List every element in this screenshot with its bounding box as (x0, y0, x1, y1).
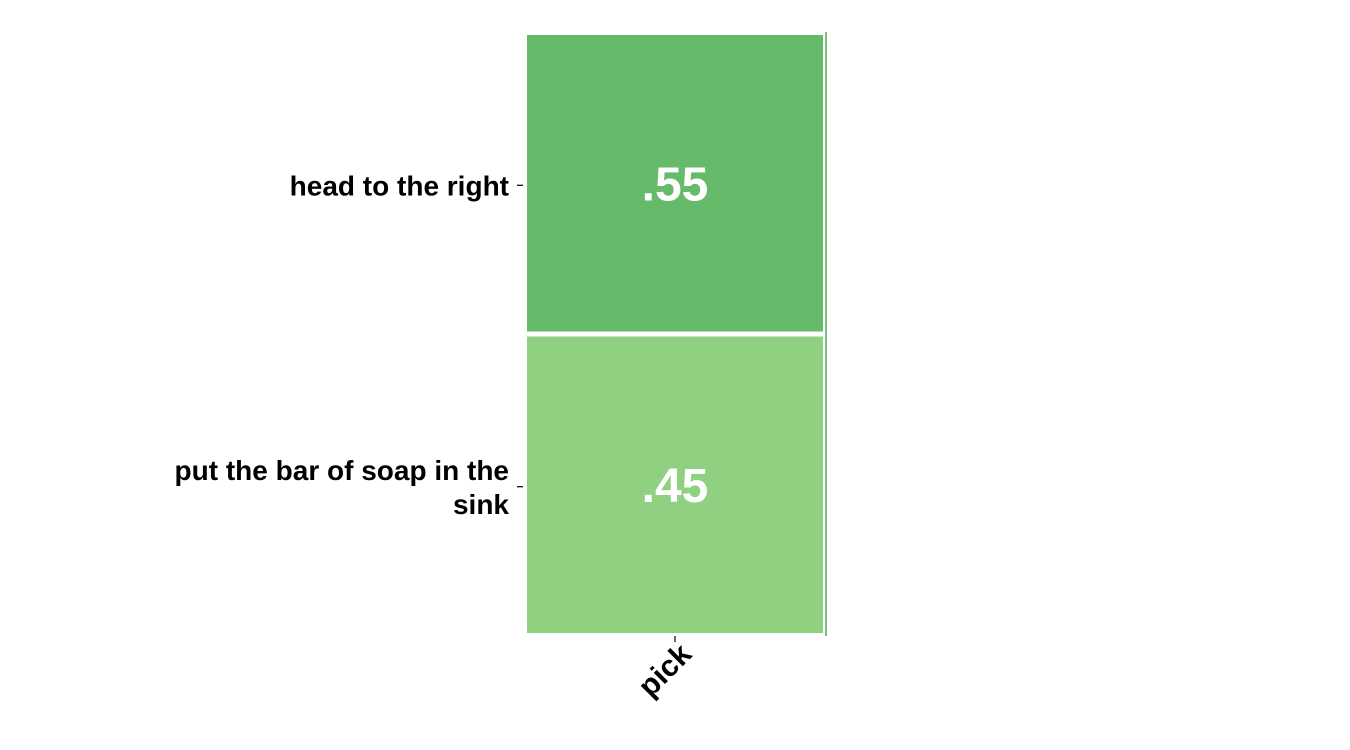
heatmap-cells: .55 .45 (527, 35, 823, 633)
column-label: pick (632, 637, 698, 703)
heatmap-cell (527, 35, 823, 332)
column-axis: pick (632, 636, 698, 703)
row-label: put the bar of soap in the sink (175, 455, 510, 520)
row-label: head to the right (290, 170, 509, 201)
cell-value-label: .55 (642, 158, 709, 211)
cell-value-label: .45 (642, 460, 709, 513)
row-axis: head to the right put the bar of soap in … (175, 170, 523, 520)
heatmap-cell (527, 336, 823, 633)
